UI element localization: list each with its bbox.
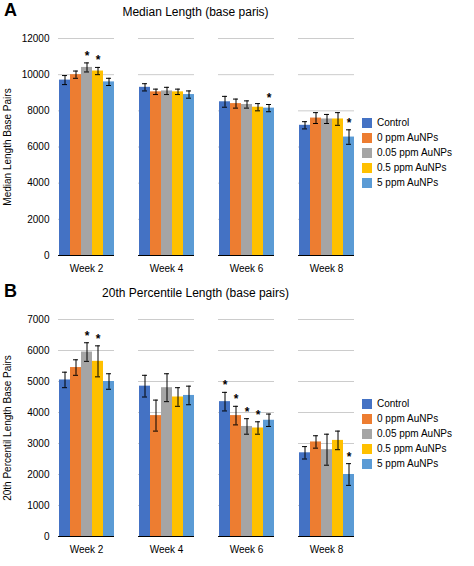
svg-text:6000: 6000 xyxy=(27,141,50,152)
svg-text:*: * xyxy=(223,378,228,392)
svg-text:Week 6: Week 6 xyxy=(230,544,264,555)
html-text:5 ppm AuNPs: 5 ppm AuNPs xyxy=(377,177,439,188)
svg-text:8000: 8000 xyxy=(27,105,50,116)
html-text:0.5 ppm AuNPs: 0.5 ppm AuNPs xyxy=(377,443,447,454)
svg-text:*: * xyxy=(245,405,250,419)
svg-text:*: * xyxy=(85,49,90,63)
html-text:A: A xyxy=(4,0,17,20)
svg-text:0: 0 xyxy=(44,531,50,542)
svg-text:*: * xyxy=(85,329,90,343)
svg-text:2000: 2000 xyxy=(27,469,50,480)
svg-text:1000: 1000 xyxy=(27,500,50,511)
svg-text:*: * xyxy=(96,332,101,346)
html-text:Control: Control xyxy=(377,398,410,409)
svg-text:Week 8: Week 8 xyxy=(310,544,344,555)
html-text:Median Length (base paris): Median Length (base paris) xyxy=(122,5,269,19)
svg-text:*: * xyxy=(256,408,261,422)
svg-text:7000: 7000 xyxy=(27,314,50,325)
svg-text:*: * xyxy=(347,450,352,464)
svg-text:20th Percentil Length Base Pai: 20th Percentil Length Base Pairs xyxy=(2,355,13,501)
html-text:0 ppm AuNPs: 0 ppm AuNPs xyxy=(377,132,439,143)
svg-text:Week 6: Week 6 xyxy=(230,263,264,274)
svg-text:10000: 10000 xyxy=(22,69,50,80)
svg-text:2000: 2000 xyxy=(27,214,50,225)
svg-text:*: * xyxy=(234,392,239,406)
html-text:0.05 ppm AuNPs: 0.05 ppm AuNPs xyxy=(377,428,452,439)
html-text:0 ppm AuNPs: 0 ppm AuNPs xyxy=(377,413,439,424)
html-text:0.05 ppm AuNPs: 0.05 ppm AuNPs xyxy=(377,147,452,158)
svg-text:*: * xyxy=(267,91,272,105)
svg-text:4000: 4000 xyxy=(27,407,50,418)
svg-text:Week 2: Week 2 xyxy=(70,263,104,274)
svg-text:Week 4: Week 4 xyxy=(150,544,184,555)
svg-text:5000: 5000 xyxy=(27,376,50,387)
svg-text:Week 8: Week 8 xyxy=(310,263,344,274)
svg-text:4000: 4000 xyxy=(27,177,50,188)
svg-text:3000: 3000 xyxy=(27,438,50,449)
svg-text:*: * xyxy=(96,53,101,67)
svg-text:Week 2: Week 2 xyxy=(70,544,104,555)
html-text:B: B xyxy=(4,281,17,301)
html-text:0.5 ppm AuNPs: 0.5 ppm AuNPs xyxy=(377,162,447,173)
html-text:5 ppm AuNPs: 5 ppm AuNPs xyxy=(377,458,439,469)
svg-text:*: * xyxy=(347,116,352,130)
svg-text:6000: 6000 xyxy=(27,345,50,356)
svg-text:Median Length Base Pairs: Median Length Base Pairs xyxy=(2,88,13,205)
html-text:Control: Control xyxy=(377,117,410,128)
svg-text:12000: 12000 xyxy=(22,33,50,44)
svg-text:0: 0 xyxy=(44,250,50,261)
svg-text:Week 4: Week 4 xyxy=(150,263,184,274)
html-text:20th Percentile Length (base p: 20th Percentile Length (base pairs) xyxy=(102,286,289,300)
